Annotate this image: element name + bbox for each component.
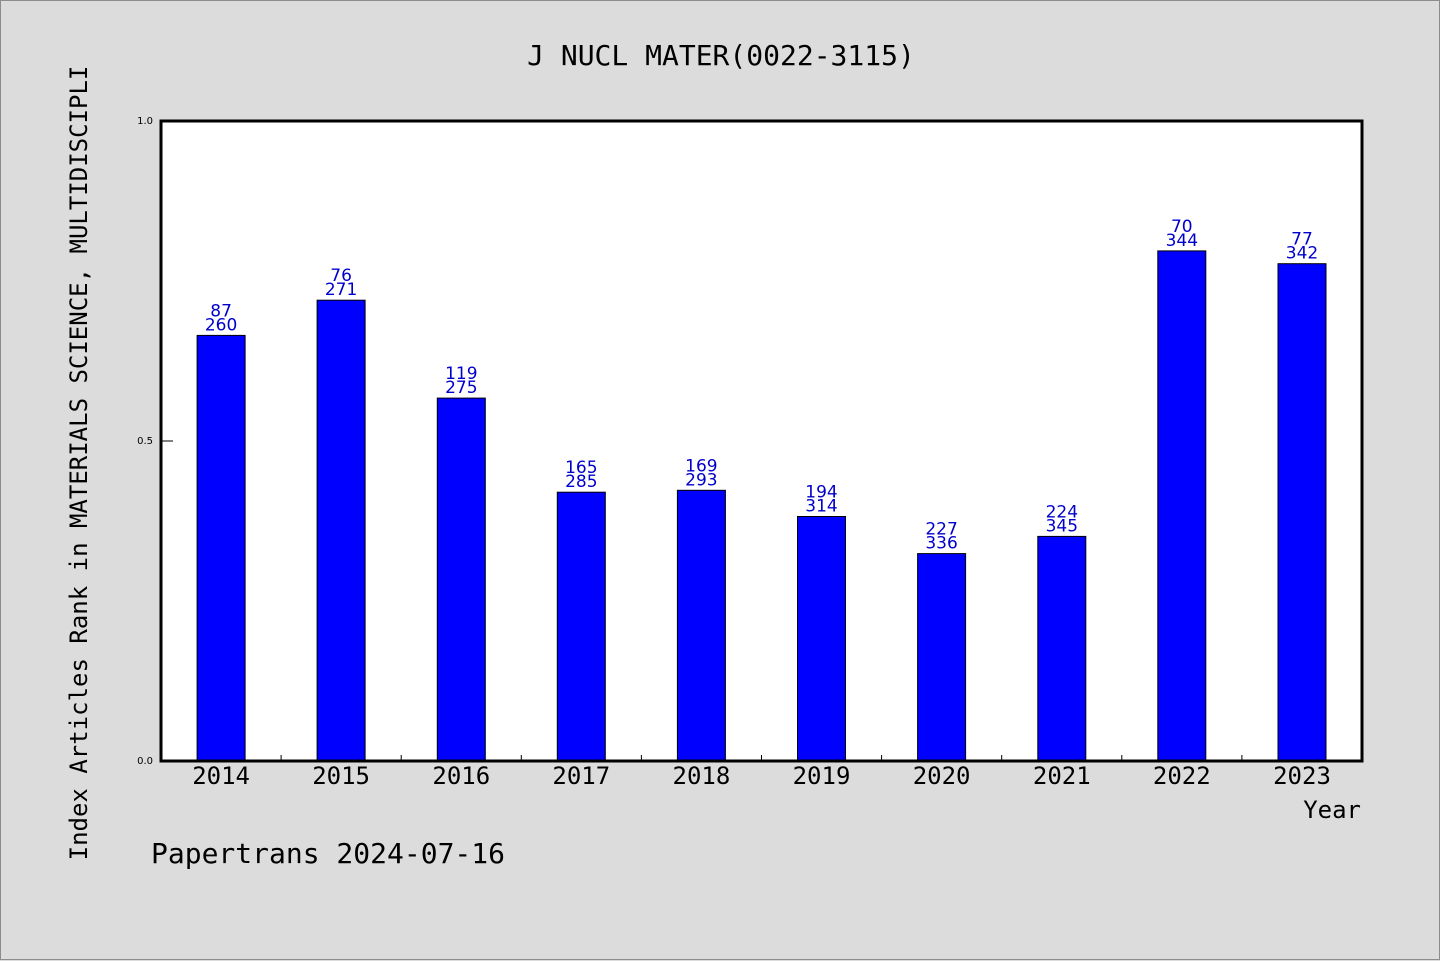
x-tick-label: 2021	[1033, 762, 1091, 790]
bar-rank-label: 194	[805, 483, 837, 503]
x-axis: 2014 2015 2016 2017 2018 2019 2020 2021 2022 2023	[192, 755, 1331, 790]
bar-total-label: 344	[1166, 231, 1198, 251]
bar-rank-label: 87	[210, 301, 232, 321]
bar-total-label: 293	[685, 470, 717, 490]
y-axis-label: Index Articles Rank in MATERIALS SCIENCE…	[65, 66, 93, 861]
bar-2014	[196, 334, 246, 762]
bar-2019	[797, 516, 846, 762]
chart-title: J NUCL MATER(0022-3115)	[527, 39, 915, 72]
bar-2023	[1277, 263, 1327, 762]
x-tick-label: 2017	[552, 762, 610, 790]
x-tick-label: 2023	[1273, 762, 1331, 790]
x-tick-label: 2022	[1153, 762, 1211, 790]
bar-total-label: 285	[565, 472, 597, 492]
bar-total-label: 314	[805, 497, 837, 517]
bar-2017	[556, 491, 606, 762]
bar-rank-label: 169	[685, 456, 717, 476]
x-tick-label: 2015	[312, 762, 370, 790]
bar-rank-label: 77	[1291, 230, 1313, 250]
bar-2020	[917, 553, 967, 762]
bar-total-label: 342	[1286, 244, 1318, 264]
bar-rank-label: 76	[330, 266, 352, 286]
bar-total-label: 275	[445, 378, 477, 398]
bar-rank-label: 70	[1171, 217, 1193, 237]
y-axis: 0.0 0.5 1.0	[137, 116, 173, 767]
x-tick-label: 2016	[432, 762, 490, 790]
y-tick-label: 1.0	[137, 116, 153, 127]
x-axis-label: Year	[1303, 796, 1361, 824]
bar-2021	[1037, 535, 1087, 762]
bar-total-label: 260	[205, 315, 237, 335]
bars-layer	[196, 250, 1327, 762]
x-tick-label: 2019	[793, 762, 851, 790]
bar-total-label: 336	[925, 534, 957, 554]
bar-rank-label: 227	[925, 520, 957, 540]
bar-total-label: 271	[325, 280, 357, 300]
bar-rank-label: 224	[1046, 502, 1078, 522]
bar-rank-label: 119	[445, 364, 477, 384]
y-tick-label: 0.0	[137, 756, 153, 767]
footer-date-stamp: Papertrans 2024-07-16	[151, 837, 505, 870]
bar-total-label: 345	[1046, 516, 1078, 536]
y-tick-label: 0.5	[137, 436, 153, 447]
x-tick-label: 2020	[913, 762, 971, 790]
bar-2015	[316, 299, 366, 762]
bar-rank-label: 165	[565, 458, 597, 478]
bar-2016	[436, 397, 486, 762]
x-tick-label: 2018	[673, 762, 731, 790]
bar-2022	[1157, 250, 1207, 762]
x-tick-label: 2014	[192, 762, 250, 790]
bar-2018	[676, 489, 726, 762]
